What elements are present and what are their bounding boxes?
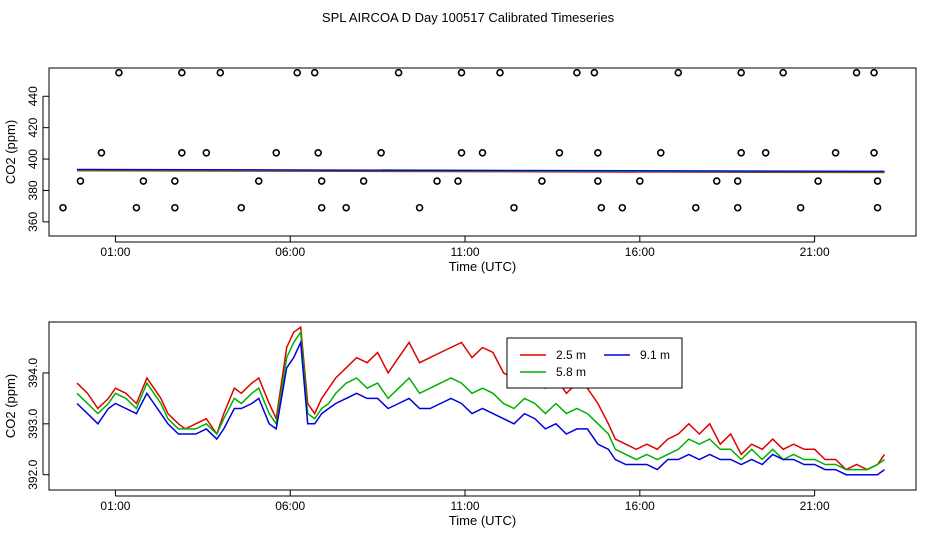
legend-entry: 9.1 m — [640, 348, 670, 362]
outlier-point — [779, 68, 787, 77]
outlier-point — [377, 148, 385, 157]
outlier-point — [457, 68, 466, 77]
legend-frame — [506, 337, 683, 389]
outlier-point — [873, 177, 882, 185]
outlier-point — [415, 203, 424, 212]
x-tick-label: 21:00 — [800, 499, 830, 513]
outlier-point — [178, 68, 186, 77]
outlier-point — [597, 203, 606, 212]
panel-timeseries-zoom: 01:00 06:00 11:00 16:00 21:00 Time (UTC) 392.0… — [3, 321, 917, 528]
outlier-point — [97, 148, 106, 157]
x-tick-label: 16:00 — [625, 499, 655, 513]
outlier-point — [216, 68, 225, 77]
x-tick-label: 11:00 — [450, 499, 479, 513]
outlier-point — [594, 177, 602, 185]
outlier-point — [293, 68, 302, 77]
baseline-line-91m — [76, 168, 885, 173]
outlier-point — [342, 203, 350, 212]
y-tick-label: 393.0 — [26, 408, 40, 438]
y-tick-label: 380 — [26, 180, 40, 200]
outlier-point — [510, 203, 518, 212]
outlier-point — [237, 203, 246, 212]
x-tick-label: 06:00 — [275, 499, 305, 513]
outlier-point — [674, 68, 683, 77]
outlier-point — [171, 177, 179, 185]
outlier-point — [796, 203, 805, 212]
x-axis-label: Time (UTC) — [449, 513, 516, 528]
outlier-point — [139, 177, 148, 185]
outlier-point — [457, 148, 466, 157]
outlier-point — [478, 148, 487, 157]
outlier-point — [359, 177, 368, 185]
x-tick-label: 01:00 — [100, 499, 130, 513]
x-tick-label: 16:00 — [625, 245, 655, 259]
outlier-point — [178, 148, 186, 157]
outlier-point — [454, 177, 462, 185]
y-tick-label: 394.0 — [26, 358, 40, 388]
outlier-point — [656, 148, 665, 157]
figure-title: SPL AIRCOA D Day 100517 Calibrated Times… — [322, 10, 615, 25]
outlier-point — [831, 148, 840, 157]
outlier-point — [433, 177, 441, 185]
outlier-point — [573, 68, 581, 77]
outlier-point — [618, 203, 627, 212]
series-line-25m — [76, 325, 886, 471]
outlier-point — [814, 177, 822, 185]
legend: 2.5 m 5.8 m 9.1 m — [506, 337, 683, 389]
x-axis-label: Time (UTC) — [449, 259, 516, 274]
outlier-point — [254, 177, 263, 185]
outlier-point — [496, 68, 504, 77]
outlier-point — [733, 177, 742, 185]
outlier-point — [594, 148, 602, 157]
x-tick-label: 06:00 — [275, 245, 305, 259]
outlier-point — [712, 177, 721, 185]
y-axis-label: CO2 (ppm) — [3, 374, 18, 438]
outlier-point — [202, 148, 211, 157]
outlier-point — [76, 177, 85, 185]
outlier-point — [761, 148, 770, 157]
legend-entry: 5.8 m — [556, 365, 586, 379]
outlier-point — [538, 177, 546, 185]
y-tick-label: 360 — [26, 212, 40, 232]
y-tick-label: 420 — [26, 117, 40, 137]
y-tick-label: 392.0 — [26, 459, 40, 489]
x-tick-label: 01:00 — [100, 245, 130, 259]
x-tick-label: 11:00 — [450, 245, 479, 259]
outlier-point — [870, 68, 878, 77]
outlier-point — [171, 203, 179, 212]
y-tick-label: 400 — [26, 149, 40, 169]
outlier-point — [590, 68, 599, 77]
panel-timeseries-all: 01:00 06:00 11:00 16:00 21:00 Time (UTC) 360 38… — [3, 67, 917, 274]
x-tick-label: 21:00 — [800, 245, 830, 259]
y-axis-label: CO2 (ppm) — [3, 120, 18, 184]
plot-frame — [48, 321, 917, 491]
outlier-point — [132, 203, 141, 212]
outlier-point — [852, 68, 861, 77]
outlier-point — [873, 203, 882, 212]
outlier-point — [310, 68, 319, 77]
outlier-point — [870, 148, 878, 157]
y-tick-label: 440 — [26, 86, 40, 106]
outlier-point — [317, 203, 326, 212]
outlier-point — [737, 148, 746, 157]
outlier-point — [59, 203, 67, 212]
outlier-point — [272, 148, 281, 157]
outlier-point — [394, 68, 403, 77]
outlier-point — [737, 68, 746, 77]
series-line-58m — [76, 330, 885, 471]
outlier-point — [733, 203, 742, 212]
outlier-point — [317, 177, 326, 185]
legend-entry: 2.5 m — [556, 348, 586, 362]
outlier-point — [555, 148, 564, 157]
series-line-91m — [76, 339, 885, 476]
outlier-point — [115, 68, 123, 77]
outlier-point — [636, 177, 644, 185]
outlier-point — [314, 148, 322, 157]
plot-frame — [48, 67, 917, 237]
outlier-point — [691, 203, 700, 212]
